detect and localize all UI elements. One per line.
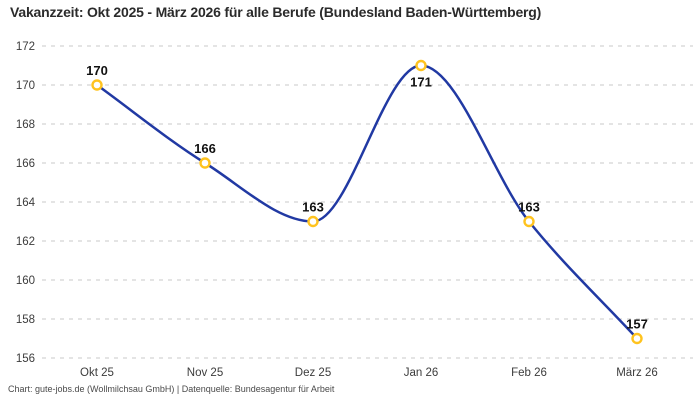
data-point-label-März 26: 157: [626, 317, 648, 332]
data-point-marker-Okt 25[interactable]: [91, 79, 103, 91]
data-point-marker-Feb 26[interactable]: [523, 215, 535, 228]
x-axis-tick-6: März 26: [616, 367, 658, 379]
x-axis-tick-2: Nov 25: [187, 367, 223, 379]
data-point-marker-Dez 25[interactable]: [307, 215, 319, 228]
data-point-label-Jan 26: 171: [410, 75, 432, 90]
chart-title: Vakanzzeit: Okt 2025 - März 2026 für all…: [10, 4, 542, 20]
data-point-label-Nov 25: 166: [194, 141, 216, 156]
data-point-marker-Nov 25[interactable]: [199, 157, 211, 169]
y-axis-tick-164: 164: [16, 197, 36, 209]
data-point-label-Okt 25: 170: [86, 63, 108, 78]
chart-attribution: Chart: gute-jobs.de (Wollmilchsau GmbH) …: [8, 384, 335, 394]
y-axis-tick-160: 160: [16, 275, 35, 287]
y-axis-tick-170: 170: [16, 80, 35, 92]
y-axis-tick-162: 162: [16, 236, 35, 248]
y-axis-tick-166: 166: [16, 158, 35, 170]
x-axis-tick-3: Dez 25: [295, 367, 331, 379]
data-point-marker-März 26[interactable]: [631, 332, 643, 345]
data-point-marker-Jan 26[interactable]: [415, 59, 427, 72]
y-axis-tick-168: 168: [16, 119, 35, 131]
y-axis-tick-158: 158: [16, 314, 35, 326]
data-point-label-Feb 26: 163: [518, 200, 540, 215]
y-axis-tick-156: 156: [16, 353, 35, 365]
x-axis-tick-5: Feb 26: [511, 367, 547, 379]
x-axis-tick-1: Okt 25: [80, 367, 114, 379]
x-axis-tick-4: Jan 26: [404, 367, 439, 379]
y-axis-tick-172: 172: [16, 41, 35, 53]
data-point-label-Dez 25: 163: [302, 200, 324, 215]
